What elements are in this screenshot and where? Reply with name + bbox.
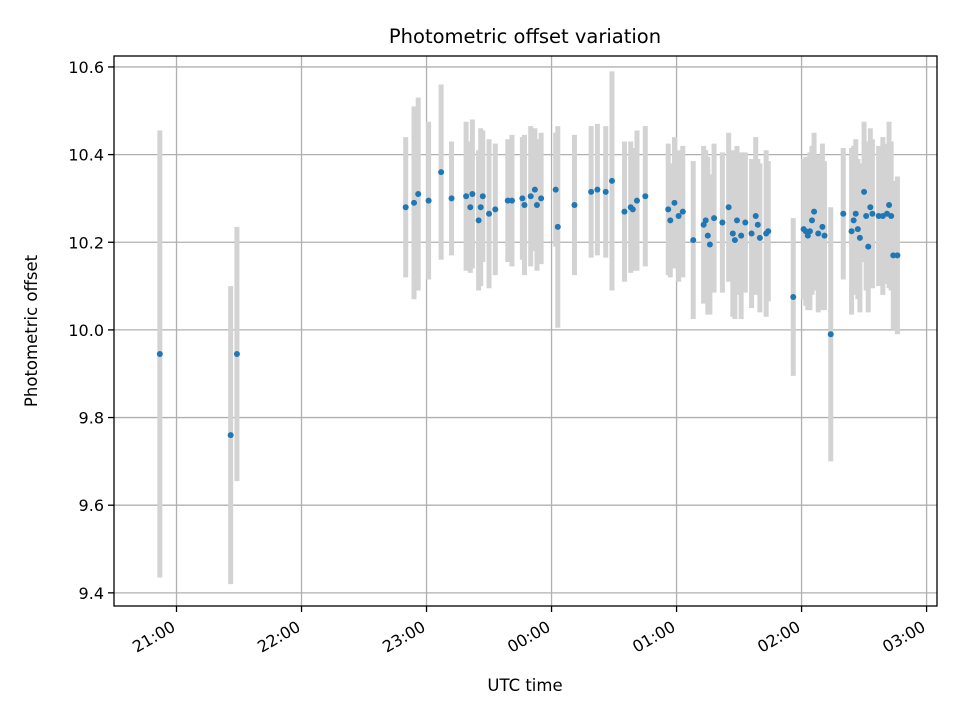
data-point [819,223,826,230]
data-point [629,206,636,213]
data-point [742,219,749,226]
data-point [856,234,863,241]
data-point [633,197,640,204]
data-point [827,331,834,338]
data-point [233,351,240,358]
data-point [533,202,540,209]
data-point [519,195,526,202]
data-point [852,210,859,217]
y-tick-label: 10.4 [68,146,104,165]
data-point [415,191,422,198]
data-point [675,212,682,219]
data-point [706,241,713,248]
y-tick-label: 9.4 [79,584,104,603]
data-point [588,188,595,195]
plot-frame [113,55,938,607]
data-point [702,217,709,224]
data-point [492,206,499,213]
data-point [863,212,870,219]
data-point [752,212,759,219]
data-point [748,230,755,237]
data-point [402,204,409,211]
data-point [448,195,455,202]
data-point [594,186,601,193]
data-point [894,252,901,259]
data-point [738,232,745,239]
data-point [602,188,609,195]
data-point [719,219,726,226]
data-point [538,195,545,202]
data-point [854,226,861,233]
y-tick-label: 10.0 [68,321,104,340]
data-point [486,210,493,217]
data-point [227,432,234,439]
data-point [477,204,484,211]
data-point [704,232,711,239]
data-point [821,232,828,239]
data-point [621,208,628,215]
data-point [888,212,895,219]
data-point [571,202,578,209]
y-tick-label: 10.2 [68,233,104,252]
data-point [690,237,697,244]
data-point [731,237,738,244]
y-tick-label: 10.6 [68,58,104,77]
data-point [861,188,868,195]
data-point [815,230,822,237]
data-point [869,210,876,217]
data-point [848,228,855,235]
y-axis-label: Photometric offset [22,254,41,407]
data-point [521,202,528,209]
data-point [475,217,482,224]
data-point [711,215,718,222]
data-point [733,217,740,224]
data-point [463,193,470,200]
data-point [665,206,672,213]
y-axis-ticks: 9.4 9.6 9.8 10.0 10.2 10.4 10.6 [68,58,114,603]
data-point [411,199,418,206]
data-point [850,217,857,224]
data-point [840,210,847,217]
data-point [504,197,511,204]
data-point [531,186,538,193]
data-point [469,191,476,198]
data-point [425,197,432,204]
data-point [608,177,615,184]
data-point [679,208,686,215]
data-point [671,199,678,206]
data-point [756,234,763,241]
data-point [790,294,797,301]
data-point [725,204,732,211]
y-tick-label: 9.8 [79,409,104,428]
y-tick-label: 9.6 [79,496,104,515]
data-point [890,252,897,259]
data-point [156,351,163,358]
data-point [754,221,761,228]
data-point [642,193,649,200]
data-point [467,204,474,211]
data-point [508,197,515,204]
data-point [867,204,874,211]
data-point [806,228,813,235]
data-point [552,186,559,193]
chart-title: Photometric offset variation [389,25,661,48]
x-axis-label: UTC time [487,676,562,695]
data-point [875,212,882,219]
data-point [765,228,772,235]
data-point [667,217,674,224]
data-point [554,223,561,230]
data-point [479,193,486,200]
data-point [438,169,445,176]
data-point [865,243,872,250]
data-point [808,217,815,224]
data-point [527,193,534,200]
data-point [811,208,818,215]
data-point [886,202,893,209]
data-point [729,230,736,237]
data-points [156,169,901,439]
